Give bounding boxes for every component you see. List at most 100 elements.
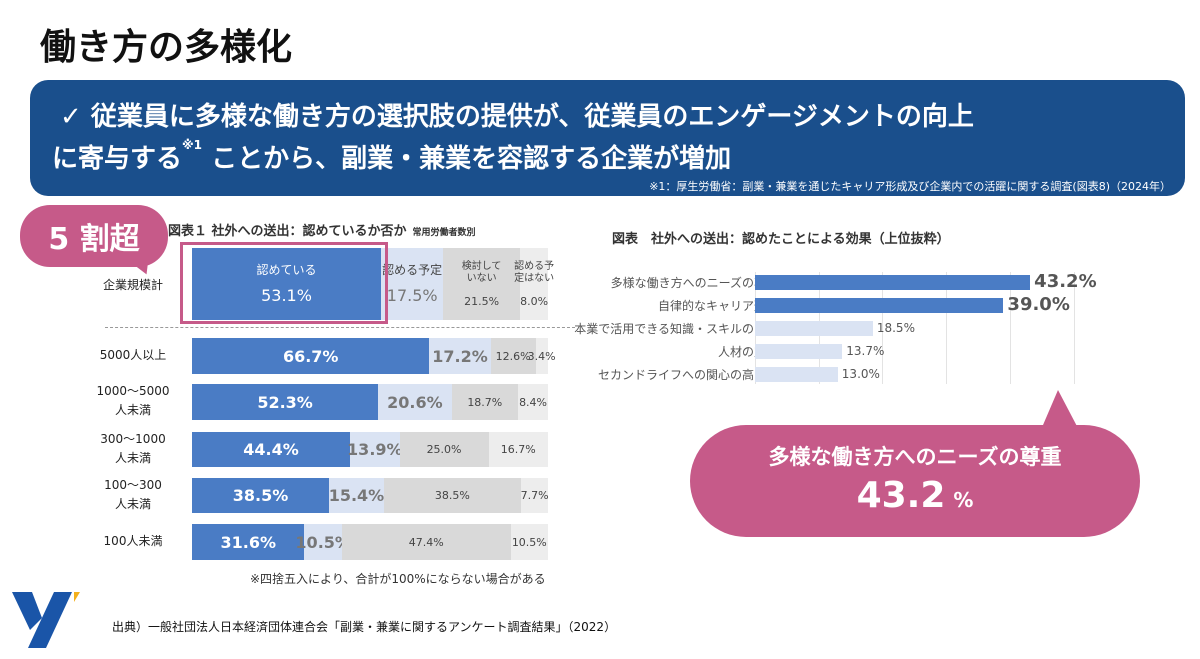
bar-segment: 16.7% bbox=[488, 432, 548, 467]
gridline bbox=[946, 272, 948, 384]
headline-text: ことから、副業・兼業を容認する企業が増加 bbox=[211, 144, 732, 174]
data-label: 25.0% bbox=[426, 443, 462, 456]
bar-segment: 47.4% bbox=[341, 524, 511, 560]
data-label: 52.3% bbox=[257, 392, 313, 412]
bar-segment: 10.5% bbox=[295, 524, 351, 560]
bar-segment: 44.4% bbox=[192, 432, 351, 467]
data-label: 10.5% bbox=[511, 535, 547, 549]
data-label: 20.6% bbox=[387, 392, 443, 412]
row-label: 100人未満 bbox=[103, 534, 163, 548]
data-label: 43.2% bbox=[1034, 271, 1097, 292]
chart1-title-text: 図表１ 社外への送出：認めているか否か bbox=[168, 224, 407, 239]
bar-segment: 25.0% bbox=[399, 432, 489, 467]
headline-line1: ✓ 従業員に多様な働き方の選択肢の提供が、従業員のエンゲージメントの向上 bbox=[60, 96, 1170, 133]
data-label: 18.7% bbox=[467, 395, 503, 409]
bar-segment: 3.4% bbox=[528, 338, 556, 374]
source-citation: 出典）一般社団法人日本経済団体連合会「副業・兼業に関するアンケート調査結果」（2… bbox=[112, 620, 617, 634]
data-label: 10.5% bbox=[295, 532, 351, 552]
data-label: 18.5% bbox=[876, 321, 915, 335]
category-label: セカンドライフへの関心の高まり bbox=[597, 368, 778, 382]
headline-text: 従業員に多様な働き方の選択肢の提供が、従業員のエンゲージメントの向上 bbox=[90, 102, 974, 132]
headline-text: に寄与する bbox=[52, 144, 183, 174]
row-label: 100～300 人未満 bbox=[104, 478, 162, 511]
series-label: 検討していない bbox=[461, 260, 502, 284]
bar-segment: 検討していない 21.5% bbox=[443, 248, 520, 320]
data-label: 47.4% bbox=[408, 535, 444, 549]
gridline bbox=[1073, 272, 1075, 384]
data-label: 38.5% bbox=[434, 489, 470, 502]
bar bbox=[755, 344, 843, 359]
data-label: 39.0% bbox=[1007, 294, 1070, 315]
headline-line2: に寄与する※1 ことから、副業・兼業を容認する企業が増加 bbox=[52, 138, 1162, 175]
bar-segment: 38.5% bbox=[383, 478, 521, 513]
data-label: 15.4% bbox=[328, 486, 385, 505]
divider bbox=[105, 327, 575, 328]
data-label: 16.7% bbox=[500, 443, 536, 456]
headline-banner: ✓ 従業員に多様な働き方の選択肢の提供が、従業員のエンゲージメントの向上 に寄与… bbox=[30, 80, 1185, 196]
gridline bbox=[818, 272, 820, 384]
bar-segment: 13.9% bbox=[347, 432, 403, 467]
series-label: 認める予定はない bbox=[514, 260, 555, 284]
data-label: 8.0% bbox=[520, 294, 549, 308]
bar-segment: 18.7% bbox=[451, 384, 519, 420]
bubble-value: 43.2% bbox=[690, 475, 1140, 516]
slide-title: 働き方の多様化 bbox=[40, 27, 293, 68]
data-label: 13.0% bbox=[841, 367, 880, 381]
row-label: 5000人以上 bbox=[99, 348, 167, 362]
bar-segment: 10.5% bbox=[510, 524, 548, 560]
data-label: 12.6% bbox=[495, 349, 531, 363]
row-label: 1000～5000 人未満 bbox=[96, 384, 170, 417]
bar-segment: 8.4% bbox=[518, 384, 548, 420]
callout-badge: 5 割超 bbox=[20, 205, 168, 267]
bubble-unit: % bbox=[953, 488, 974, 512]
bar bbox=[755, 367, 838, 382]
check-icon: ✓ bbox=[60, 102, 82, 132]
bubble-text: 多様な働き方へのニーズの尊重 bbox=[768, 445, 1062, 469]
chart2-title: 図表 社外への送出：認めたことによる効果（上位抜粋） bbox=[612, 232, 950, 247]
chart1-subtitle: 常用労働者数別 bbox=[412, 228, 476, 238]
data-label: 44.4% bbox=[243, 440, 299, 459]
bubble-number: 43.2 bbox=[856, 475, 946, 516]
bar-segment: 認める予定 17.5% bbox=[381, 248, 444, 320]
bar-segment: 15.4% bbox=[329, 478, 384, 513]
footnote-marker: ※1 bbox=[182, 138, 203, 152]
data-label: 21.5% bbox=[464, 294, 500, 308]
bar bbox=[755, 321, 873, 336]
gridline bbox=[1009, 272, 1011, 384]
data-label: 17.2% bbox=[432, 346, 488, 366]
bar-segment: 66.7% bbox=[192, 338, 430, 374]
bar-segment: 20.6% bbox=[378, 384, 452, 420]
data-label: 17.5% bbox=[386, 285, 438, 305]
bar-segment: 38.5% bbox=[192, 478, 330, 513]
highlight-frame bbox=[180, 242, 388, 324]
category-label: 自律的なキャリア形成 bbox=[657, 299, 778, 313]
bar-segment: 7.7% bbox=[520, 478, 549, 513]
data-label: 7.7% bbox=[520, 489, 549, 502]
bar-segment: 52.3% bbox=[192, 384, 379, 420]
gridline bbox=[755, 272, 756, 384]
bar bbox=[755, 275, 1031, 290]
category-label: 本業で活用できる知識・スキルの習得 bbox=[574, 322, 778, 336]
bar-segment: 認める予定はない 8.0% bbox=[514, 248, 554, 320]
bar bbox=[755, 298, 1004, 313]
row-label: 企業規模計 bbox=[102, 278, 163, 292]
chart1-title: 図表１ 社外への送出：認めているか否か 常用労働者数別 bbox=[168, 220, 476, 239]
data-label: 13.9% bbox=[347, 440, 403, 459]
data-label: 8.4% bbox=[519, 395, 548, 409]
row-label: 300～1000 人未満 bbox=[100, 432, 166, 465]
bar-segment: 12.6% bbox=[490, 338, 536, 374]
gridline bbox=[882, 272, 884, 384]
data-label: 13.7% bbox=[846, 344, 885, 358]
company-logo bbox=[12, 592, 80, 648]
category-label: 多様な働き方へのニーズの尊重 bbox=[610, 276, 778, 290]
data-label: 38.5% bbox=[232, 486, 289, 505]
data-label: 3.4% bbox=[527, 349, 556, 363]
bar-segment: 17.2% bbox=[429, 338, 491, 374]
chart1-note: ※四捨五入により、合計が100%にならない場合がある bbox=[250, 572, 546, 586]
footnote: ※1：厚生労働省：副業・兼業を通じたキャリア形成及び企業内での活躍に関する調査(… bbox=[649, 180, 1171, 193]
bar-segment: 31.6% bbox=[192, 524, 305, 560]
category-label: 人材の定着 bbox=[717, 345, 778, 359]
data-label: 31.6% bbox=[220, 532, 276, 552]
data-label: 66.7% bbox=[282, 346, 339, 366]
series-label: 認める予定 bbox=[382, 262, 443, 277]
